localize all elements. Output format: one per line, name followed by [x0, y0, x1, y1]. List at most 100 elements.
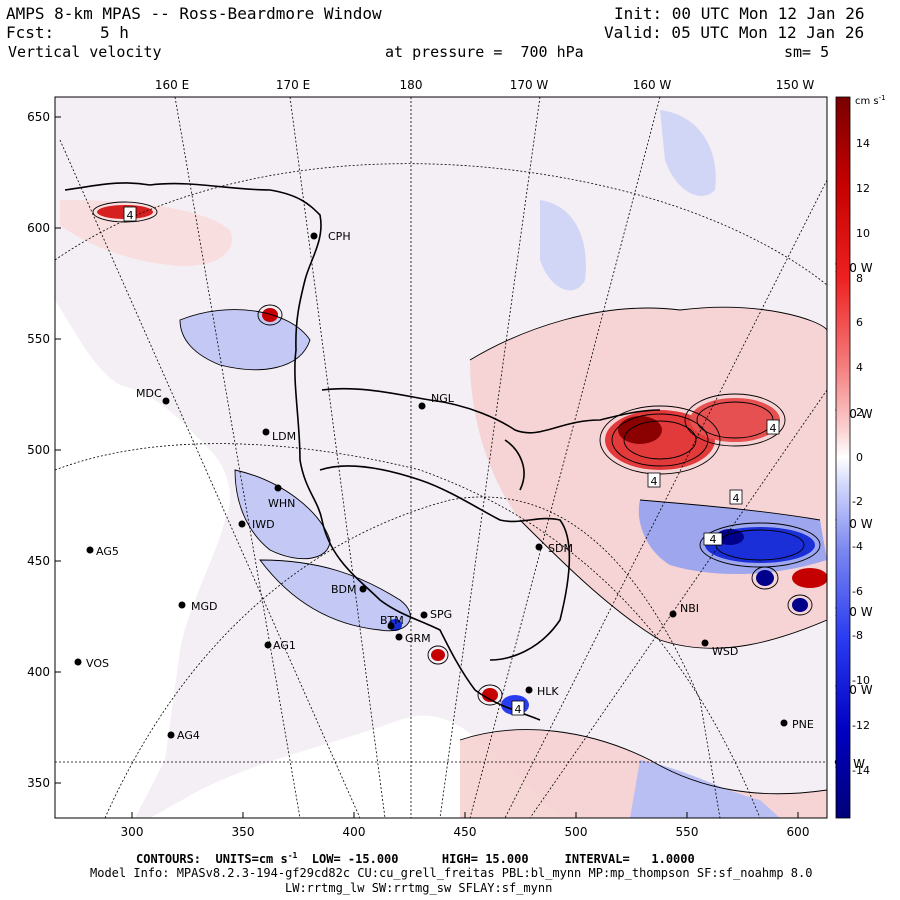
station-label: CPH: [328, 230, 351, 243]
station-label: AG4: [177, 729, 200, 742]
y-tick-label: 600: [27, 221, 50, 235]
station-label: AG1: [273, 639, 296, 652]
model-info: Model Info: MPASv8.2.3-194-gf29cd82c CU:…: [90, 866, 813, 880]
colorbar-units: cm s-1: [855, 94, 886, 107]
colorbar-label: 6: [856, 316, 863, 329]
updraft-small-3: [482, 688, 498, 702]
init-time: Init: 00 UTC Mon 12 Jan 26: [614, 4, 865, 23]
y-axis-labels: 650 600 550 500 450 400 350: [27, 110, 50, 790]
blue-shading-1: [180, 309, 310, 370]
y-tick-label: 450: [27, 554, 50, 568]
colorbar-label: -14: [852, 764, 870, 777]
contour-label: 4: [127, 209, 134, 222]
stations: CPH NGL MDC LDM WHN IWD AG5 SDM BDM MGD …: [74, 230, 814, 742]
y-tick-label: 550: [27, 332, 50, 346]
station-label: MGD: [191, 600, 218, 613]
station-label: LDM: [272, 430, 296, 443]
station-label: GRM: [405, 632, 431, 645]
lon-label: 180: [400, 78, 423, 92]
colorbar-label: 10: [856, 227, 870, 240]
colorbar-label: 8: [856, 272, 863, 285]
colorbar-label: -10: [852, 674, 870, 687]
coastline: [64, 182, 661, 721]
field-layer: [55, 97, 827, 818]
land-region-south: [150, 715, 560, 818]
contour-label: 4: [770, 422, 777, 435]
y-tick-label: 350: [27, 776, 50, 790]
max-updraft: [618, 416, 662, 444]
y-tick-label: 400: [27, 665, 50, 679]
valid-time: Valid: 05 UTC Mon 12 Jan 26: [604, 23, 865, 42]
blue-shading-6: [540, 200, 586, 291]
x-tick-label: 400: [343, 825, 366, 839]
smoothing: sm= 5: [784, 43, 830, 61]
colorbar-label: -2: [852, 495, 863, 508]
plot-frame: [54, 96, 828, 819]
contour-info: CONTOURS: UNITS=cm s-1 LOW= -15.000 HIGH…: [136, 851, 695, 866]
colorbar: [835, 96, 851, 819]
blue-shading-3: [260, 560, 411, 631]
colorbar-label: -8: [852, 629, 863, 642]
x-axis-labels: 300 350 400 450 500 550 600: [121, 825, 810, 839]
colorbar-label: 0: [856, 451, 863, 464]
contour-label: 4: [733, 492, 740, 505]
station-label: WHN: [268, 497, 295, 510]
contour-label: 4: [515, 703, 522, 716]
max-downdraft: [716, 529, 744, 545]
station-label: HLK: [537, 685, 559, 698]
colorbar-labels: 14 12 10 8 6 4 2 0 -2 -4 -6 -8 -10 -12 -…: [852, 137, 870, 777]
y-tick-label: 500: [27, 443, 50, 457]
station-label: VOS: [86, 657, 109, 670]
x-tick-label: 300: [121, 825, 144, 839]
forecast-hour: 5 h: [100, 23, 129, 42]
station-label: NGL: [431, 392, 455, 405]
station-label: IWD: [252, 518, 275, 531]
lon-label: 170 E: [276, 78, 310, 92]
land-region: [55, 97, 230, 818]
x-tick-label: 550: [676, 825, 699, 839]
forecast-label: Fcst:: [6, 23, 55, 42]
updraft-small-1: [262, 308, 278, 322]
downdraft-small-2: [792, 598, 808, 612]
blue-shading-5: [630, 760, 780, 818]
pink-shading-nw: [60, 200, 232, 266]
lon-label: 150 W: [776, 78, 815, 92]
pressure-level: at pressure = 700 hPa: [385, 43, 584, 61]
model-info-line2: LW:rrtmg_lw SW:rrtmg_sw SFLAY:sf_mynn: [285, 881, 553, 895]
station-label: AG5: [96, 545, 119, 558]
station-label: SDM: [548, 542, 573, 555]
colorbar-label: 14: [856, 137, 870, 150]
contour-lines: [92, 201, 827, 795]
lon-label: 160 W: [633, 78, 672, 92]
lon-label: 170 W: [510, 78, 549, 92]
contour-label: 4: [651, 475, 658, 488]
colorbar-label: -6: [852, 585, 863, 598]
y-axis-ticks: [55, 116, 61, 784]
longitude-labels: 160 E 170 E 180 170 W 160 W 150 W: [155, 78, 815, 92]
colorbar-label: 2: [856, 406, 863, 419]
field-name: Vertical velocity: [8, 43, 162, 61]
station-label: PNE: [792, 718, 814, 731]
blue-shading-2: [235, 470, 330, 559]
strong-updraft-2: [690, 398, 780, 442]
downdraft-small-1: [756, 570, 774, 586]
colorbar-label: 12: [856, 182, 870, 195]
x-tick-label: 600: [787, 825, 810, 839]
station-label: NBI: [680, 602, 699, 615]
colorbar-label: -12: [852, 719, 870, 732]
latlon-grid: [55, 97, 827, 818]
y-tick-label: 650: [27, 110, 50, 124]
station-label: BDM: [331, 583, 357, 596]
contour-label: 4: [710, 533, 717, 546]
contour-value-labels: 4 4 4 4 4 4: [123, 206, 780, 716]
x-axis-ticks: [131, 812, 799, 818]
colorbar-label: -4: [852, 540, 863, 553]
plot-title: AMPS 8-km MPAS -- Ross-Beardmore Window: [6, 4, 382, 23]
strong-updraft-3: [792, 568, 827, 588]
x-tick-label: 500: [565, 825, 588, 839]
station-label: MDC: [136, 387, 162, 400]
blue-shading-7: [660, 110, 716, 196]
station-label: BTM: [380, 614, 404, 627]
colorbar-label: 4: [856, 361, 863, 374]
